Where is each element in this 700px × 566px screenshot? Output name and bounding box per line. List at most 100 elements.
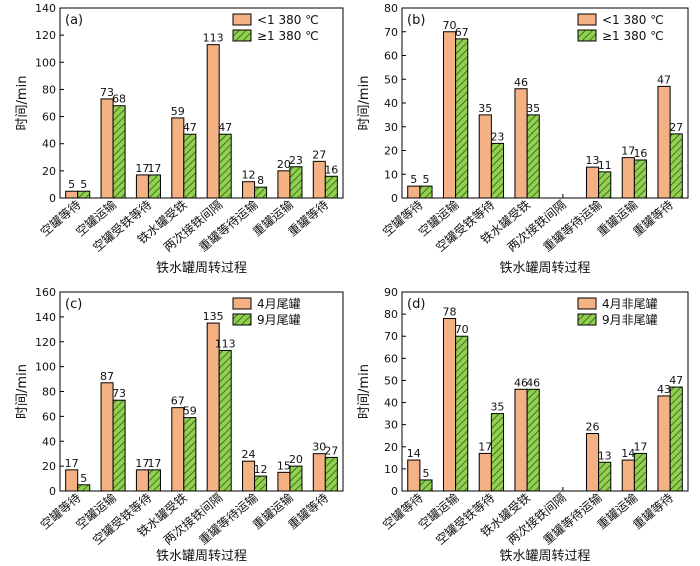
y-tick-label: 80 <box>384 2 398 15</box>
bar-series2 <box>183 133 197 199</box>
bar-value-label: 70 <box>455 323 469 336</box>
panel-label: (c) <box>65 297 82 312</box>
bar-value-label: 17 <box>621 145 635 158</box>
bar-series1 <box>407 459 421 492</box>
y-tick-label: 140 <box>35 311 56 324</box>
x-category-label: 重罐等待 <box>285 198 331 240</box>
legend-swatch <box>232 29 252 42</box>
y-tick-label: 0 <box>49 192 56 205</box>
bar-value-label: 20 <box>277 158 291 171</box>
y-tick-label: 50 <box>384 73 398 86</box>
y-tick-label: 80 <box>384 308 398 321</box>
legend-swatch <box>577 13 597 26</box>
bar-value-label: 67 <box>455 26 469 39</box>
bar-value-label: 15 <box>277 459 291 472</box>
bar-value-label: 5 <box>68 178 75 191</box>
y-tick-label: 0 <box>49 485 56 498</box>
bar-series1 <box>478 114 492 199</box>
bar-value-label: 26 <box>586 421 600 434</box>
legend-swatch <box>232 313 252 326</box>
y-tick-label: 70 <box>384 26 398 39</box>
bar-series2 <box>254 475 268 492</box>
legend-swatch <box>232 13 252 26</box>
legend-label: <1 380 ℃ <box>602 13 664 27</box>
bar-series2 <box>669 386 683 492</box>
y-tick-label: 30 <box>384 419 398 432</box>
legend-label: <1 380 ℃ <box>257 13 319 27</box>
bar-series1 <box>442 318 457 492</box>
bar-value-label: 35 <box>490 401 504 414</box>
bar-series2 <box>490 142 505 199</box>
y-tick-label: 140 <box>35 2 56 15</box>
bar-value-label: 46 <box>526 376 540 389</box>
bar-value-label: 47 <box>218 121 232 134</box>
bar-series2 <box>147 469 161 492</box>
y-tick-label: 50 <box>384 374 398 387</box>
bar-value-label: 16 <box>633 147 647 160</box>
bar-series1 <box>135 469 149 492</box>
bar-series2 <box>183 417 197 492</box>
bar-value-label: 59 <box>183 405 197 418</box>
bar-value-label: 17 <box>135 162 149 175</box>
bar-value-label: 5 <box>80 472 87 485</box>
panel-label: (d) <box>407 297 425 312</box>
y-tick-label: 100 <box>35 361 56 374</box>
bar-series2 <box>419 479 433 492</box>
bar-series2 <box>669 133 683 199</box>
bar-series1 <box>171 407 185 492</box>
bar-value-label: 23 <box>490 130 504 143</box>
panel-d: 0102030405060708090时间/min(d)145空罐等待7870空… <box>357 286 689 564</box>
bar-series1 <box>100 98 114 199</box>
y-tick-label: 40 <box>42 138 56 151</box>
bar-series2 <box>289 166 303 199</box>
y-axis-label: 时间/min <box>15 364 30 419</box>
bar-series2 <box>147 174 161 199</box>
bar-value-label: 23 <box>289 154 303 167</box>
bar-value-label: 87 <box>100 370 114 383</box>
y-tick-label: 20 <box>42 165 56 178</box>
panel-label: (a) <box>65 13 83 28</box>
bar-value-label: 17 <box>478 440 492 453</box>
bar-value-label: 47 <box>183 121 197 134</box>
bar-series2 <box>112 105 126 199</box>
bar-series2 <box>490 413 505 492</box>
y-tick-label: 60 <box>42 111 56 124</box>
x-category-label: 重罐等待 <box>285 491 331 533</box>
bar-series1 <box>135 174 149 199</box>
y-tick-label: 0 <box>391 485 398 498</box>
bar-value-label: 67 <box>171 395 185 408</box>
bar-series1 <box>621 459 635 492</box>
y-tick-label: 80 <box>42 83 56 96</box>
bar-value-label: 17 <box>65 457 79 470</box>
bar-value-label: 70 <box>443 19 457 32</box>
y-axis-label: 时间/min <box>357 76 372 131</box>
bar-series1 <box>621 157 635 199</box>
bar-series2 <box>77 190 91 199</box>
bar-series2 <box>633 159 648 199</box>
plot-frame <box>59 7 344 199</box>
legend-label: 4月非尾罐 <box>602 297 658 311</box>
y-tick-label: 20 <box>42 460 56 473</box>
bar-series2 <box>112 399 126 492</box>
bar-series2 <box>324 456 338 492</box>
bar-series1 <box>312 453 326 492</box>
bar-value-label: 35 <box>526 102 540 115</box>
bar-series1 <box>657 85 671 199</box>
bar-value-label: 47 <box>669 374 683 387</box>
y-tick-label: 10 <box>384 463 398 476</box>
legend-label: ≥1 380 ℃ <box>602 29 664 43</box>
bar-value-label: 35 <box>478 102 492 115</box>
legend-label: ≥1 380 ℃ <box>257 29 319 43</box>
bar-value-label: 27 <box>669 121 683 134</box>
bar-value-label: 20 <box>289 453 303 466</box>
bar-series1 <box>514 388 528 492</box>
legend-label: 4月尾罐 <box>257 297 301 311</box>
y-tick-label: 120 <box>35 336 56 349</box>
bar-series1 <box>478 452 492 492</box>
y-tick-label: 40 <box>384 397 398 410</box>
y-tick-label: 10 <box>384 168 398 181</box>
y-tick-label: 90 <box>384 286 398 299</box>
